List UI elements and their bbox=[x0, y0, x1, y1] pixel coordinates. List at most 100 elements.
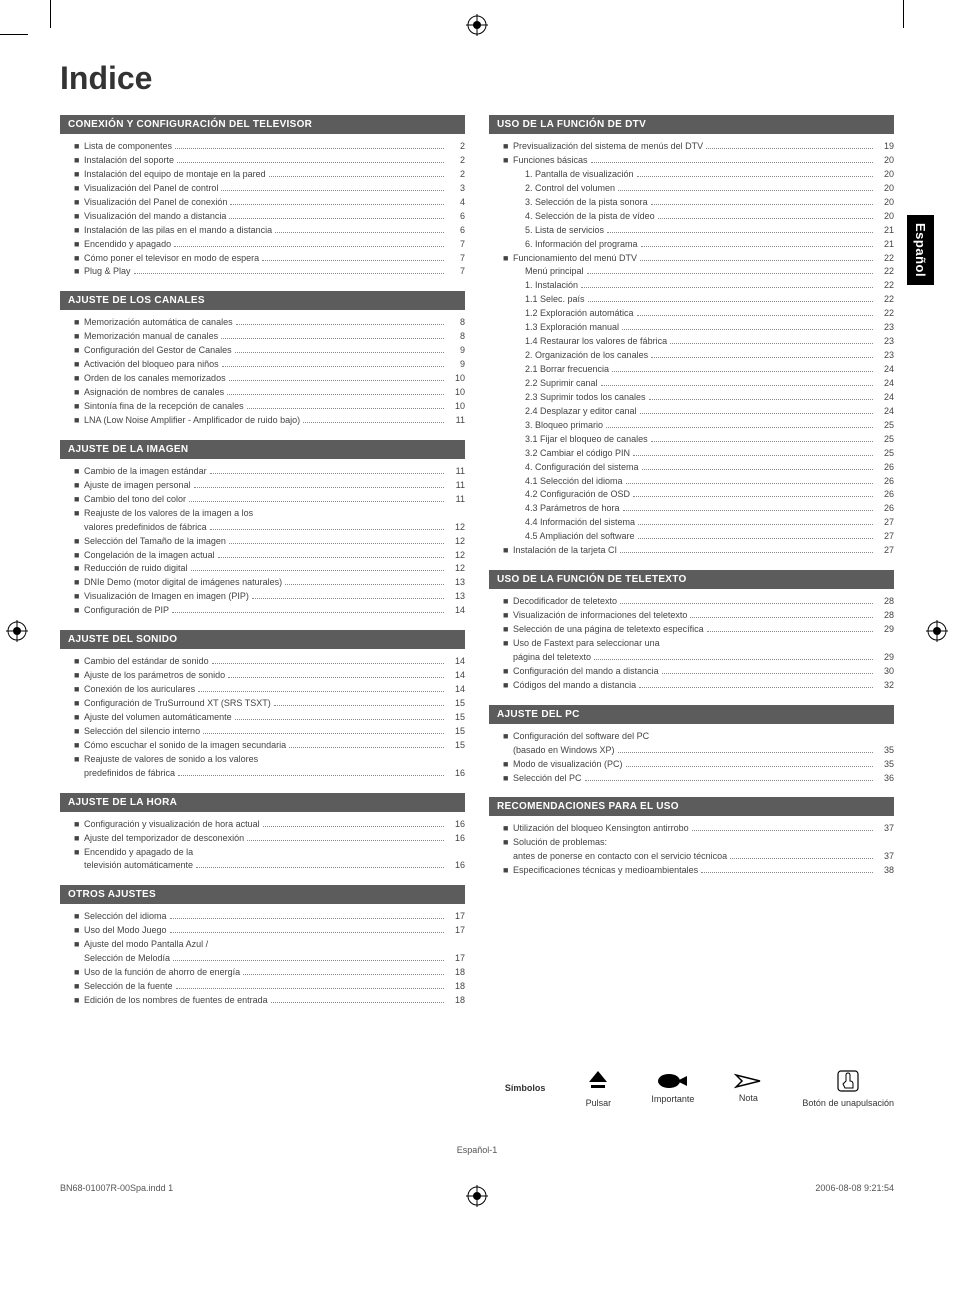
toc-label: 2.3 Suprimir todos los canales bbox=[525, 391, 646, 405]
toc-page: 37 bbox=[876, 850, 894, 864]
toc-item: ■Decodificador de teletexto28 bbox=[503, 595, 894, 609]
dot-leader bbox=[210, 529, 444, 530]
toc-item: 4.2 Configuración de OSD26 bbox=[503, 488, 894, 502]
toc-section: AJUSTE DE LOS CANALES■Memorización autom… bbox=[60, 291, 465, 428]
toc-item: ■Congelación de la imagen actual12 bbox=[74, 549, 465, 563]
toc-page: 16 bbox=[447, 818, 465, 832]
toc-page: 26 bbox=[876, 502, 894, 516]
dot-leader bbox=[252, 598, 444, 599]
toc-item: 2.2 Suprimir canal24 bbox=[503, 377, 894, 391]
toc-list: ■Lista de componentes2■Instalación del s… bbox=[60, 140, 465, 279]
dot-leader bbox=[620, 603, 873, 604]
toc-label: Reajuste de valores de sonido a los valo… bbox=[84, 753, 258, 767]
dot-leader bbox=[618, 752, 873, 753]
toc-label: 1.1 Selec. país bbox=[525, 293, 585, 307]
toc-page: 11 bbox=[447, 479, 465, 493]
press-arrow-icon bbox=[585, 1068, 611, 1094]
toc-page: 23 bbox=[876, 321, 894, 335]
bullet-icon: ■ bbox=[503, 864, 513, 878]
toc-item: ■Memorización manual de canales8 bbox=[74, 330, 465, 344]
dot-leader bbox=[651, 441, 873, 442]
toc-item: 2.4 Desplazar y editor canal24 bbox=[503, 405, 894, 419]
toc-label: Cambio de la imagen estándar bbox=[84, 465, 207, 479]
toc-item: 4.4 Información del sistema27 bbox=[503, 516, 894, 530]
toc-item: 3. Selección de la pista sonora20 bbox=[503, 196, 894, 210]
toc-label: Visualización del Panel de conexión bbox=[84, 196, 227, 210]
toc-label: 1. Pantalla de visualización bbox=[525, 168, 634, 182]
toc-item: 4. Configuración del sistema26 bbox=[503, 461, 894, 475]
toc-page: 35 bbox=[876, 758, 894, 772]
toc-page: 12 bbox=[447, 521, 465, 535]
dot-leader bbox=[178, 775, 444, 776]
bullet-icon: ■ bbox=[74, 604, 84, 618]
toc-label: Orden de los canales memorizados bbox=[84, 372, 226, 386]
toc-page: 18 bbox=[447, 994, 465, 1008]
one-touch-button-icon bbox=[835, 1068, 861, 1094]
toc-label: Visualización de Imagen en imagen (PIP) bbox=[84, 590, 249, 604]
crop-mark-icon bbox=[0, 34, 28, 35]
toc-page: 20 bbox=[876, 154, 894, 168]
section-header: AJUSTE DE LA IMAGEN bbox=[60, 440, 465, 459]
toc-page: 20 bbox=[876, 168, 894, 182]
dot-leader bbox=[581, 287, 873, 288]
dot-leader bbox=[594, 659, 873, 660]
toc-label: 4.1 Selección del idioma bbox=[525, 475, 623, 489]
toc-item: ■Visualización del mando a distancia6 bbox=[74, 210, 465, 224]
toc-label: (basado en Windows XP) bbox=[513, 744, 615, 758]
toc-label: antes de ponerse en contacto con el serv… bbox=[513, 850, 727, 864]
toc-label: Ajuste de imagen personal bbox=[84, 479, 191, 493]
dot-leader bbox=[203, 733, 444, 734]
dot-leader bbox=[640, 413, 873, 414]
dot-leader bbox=[227, 394, 444, 395]
toc-label: predefinidos de fábrica bbox=[84, 767, 175, 781]
bullet-icon: ■ bbox=[74, 493, 84, 507]
toc-item: 6. Información del programa21 bbox=[503, 238, 894, 252]
toc-label: Instalación del equipo de montaje en la … bbox=[84, 168, 266, 182]
toc-label: Memorización automática de canales bbox=[84, 316, 233, 330]
toc-list: ■Selección del idioma17■Uso del Modo Jue… bbox=[60, 910, 465, 1008]
toc-page: 16 bbox=[447, 767, 465, 781]
toc-label: Cambio del tono del color bbox=[84, 493, 186, 507]
toc-label: Especificaciones técnicas y medioambient… bbox=[513, 864, 698, 878]
bullet-icon: ■ bbox=[74, 846, 84, 860]
toc-item: ■Ajuste del volumen automáticamente15 bbox=[74, 711, 465, 725]
dot-leader bbox=[626, 483, 873, 484]
bullet-icon: ■ bbox=[503, 836, 513, 850]
dot-leader bbox=[221, 338, 444, 339]
dot-leader bbox=[263, 826, 444, 827]
bullet-icon: ■ bbox=[74, 562, 84, 576]
toc-page: 11 bbox=[447, 465, 465, 479]
toc-label: Selección de una página de teletexto esp… bbox=[513, 623, 704, 637]
bullet-icon: ■ bbox=[74, 725, 84, 739]
toc-item: ■Funcionamiento del menú DTV22 bbox=[503, 252, 894, 266]
toc-section: OTROS AJUSTES■Selección del idioma17■Uso… bbox=[60, 885, 465, 1008]
toc-page: 23 bbox=[876, 335, 894, 349]
dot-leader bbox=[641, 246, 873, 247]
toc-label: 3.2 Cambiar el código PIN bbox=[525, 447, 630, 461]
toc-item: ■LNA (Low Noise Amplifier - Amplificador… bbox=[74, 414, 465, 428]
toc-label: Conexión de los auriculares bbox=[84, 683, 195, 697]
toc-item: ■Ajuste de imagen personal11 bbox=[74, 479, 465, 493]
toc-item: ■DNIe Demo (motor digital de imágenes na… bbox=[74, 576, 465, 590]
bullet-icon: ■ bbox=[74, 210, 84, 224]
toc-section: USO DE LA FUNCIÓN DE TELETEXTO■Decodific… bbox=[489, 570, 894, 693]
toc-item: 2.1 Borrar frecuencia24 bbox=[503, 363, 894, 377]
toc-item: ■Selección del Tamaño de la imagen12 bbox=[74, 535, 465, 549]
toc-item: Menú principal22 bbox=[503, 265, 894, 279]
toc-page: 3 bbox=[447, 182, 465, 196]
bullet-icon: ■ bbox=[74, 535, 84, 549]
section-header: USO DE LA FUNCIÓN DE DTV bbox=[489, 115, 894, 134]
toc-page: 22 bbox=[876, 252, 894, 266]
toc-item: ■Encendido y apagado7 bbox=[74, 238, 465, 252]
toc-label: Menú principal bbox=[525, 265, 584, 279]
toc-item: antes de ponerse en contacto con el serv… bbox=[503, 850, 894, 864]
dot-leader bbox=[620, 552, 873, 553]
dot-leader bbox=[690, 617, 873, 618]
dot-leader bbox=[633, 455, 873, 456]
toc-item: ■Configuración del mando a distancia30 bbox=[503, 665, 894, 679]
toc-label: 1.3 Exploración manual bbox=[525, 321, 619, 335]
symbol-caption: Botón de unapulsación bbox=[802, 1098, 894, 1109]
bullet-icon: ■ bbox=[503, 595, 513, 609]
toc-item: ■Reajuste de los valores de la imagen a … bbox=[74, 507, 465, 521]
symbol-pulsar: Pulsar bbox=[585, 1068, 611, 1109]
